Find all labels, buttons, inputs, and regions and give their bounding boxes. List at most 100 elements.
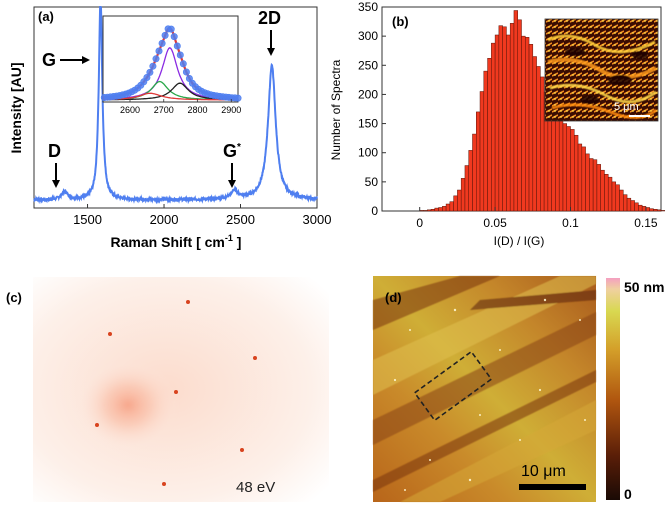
- afm-colorbar: [606, 278, 620, 500]
- histogram-bar: [457, 189, 462, 212]
- raman-x-tick-label: 2500: [226, 212, 255, 227]
- raman-map-scale-label: 5 μm: [614, 101, 639, 113]
- histogram-bar: [619, 189, 624, 212]
- raman-x-axis-label: Raman Shift [ cm-1 ]: [111, 233, 242, 250]
- histogram-x-tick-label: 0.05: [483, 216, 507, 230]
- histogram-bar: [615, 184, 620, 212]
- histogram-y-tick-label: 0: [371, 204, 378, 218]
- colorbar-bottom-label: 0: [624, 486, 632, 502]
- histogram-bar: [551, 110, 556, 212]
- histogram-bar: [592, 159, 598, 212]
- inset-fit-component: [103, 92, 238, 101]
- histogram-bar: [449, 201, 454, 212]
- peak-label-g: G: [42, 50, 56, 70]
- histogram-bar: [555, 114, 560, 212]
- panel-b-tag: (b): [392, 14, 409, 29]
- histogram-bar: [649, 208, 654, 212]
- histogram-x-tick-label: 0.15: [634, 216, 658, 230]
- histogram-bar: [434, 207, 439, 212]
- histogram-bar: [656, 209, 662, 212]
- histogram-bar: [589, 158, 594, 212]
- histogram-bar: [577, 143, 583, 212]
- histogram-bar: [623, 194, 628, 212]
- peak-label-d: D: [48, 141, 61, 161]
- leed-spot: [253, 356, 257, 360]
- inset-data-point: [179, 60, 187, 68]
- raman-y-axis-label: Intensity [AU]: [8, 63, 24, 154]
- raman-spectrum-panel: 1500 2000 2500 3000 (a) Intensity [AU] Rama…: [8, 6, 331, 250]
- inset-x-tick-label: 2700: [154, 105, 174, 115]
- histogram-bar: [494, 34, 500, 212]
- inset-data-point: [146, 68, 154, 76]
- raman-map-inset: 5 μm: [544, 18, 659, 122]
- inset-data-point: [143, 74, 151, 82]
- arrow-g: [60, 56, 90, 64]
- inset-data-point: [158, 39, 166, 47]
- histogram-bar: [430, 209, 436, 212]
- leed-pattern-panel: (c) 48 eV: [6, 277, 329, 502]
- raman-plot-frame: [33, 6, 318, 209]
- histogram-bar: [483, 70, 488, 212]
- arrow-g-star: [228, 163, 236, 188]
- histogram-bar: [468, 150, 473, 212]
- leed-spot: [162, 482, 166, 486]
- histogram-bar: [641, 206, 647, 212]
- inset-data-markers: [100, 25, 242, 102]
- histogram-bar: [611, 181, 617, 212]
- histogram-bar: [442, 206, 447, 212]
- histogram-bar: [600, 169, 605, 212]
- histogram-bar: [638, 204, 643, 212]
- histogram-y-tick-label: 150: [358, 117, 378, 131]
- leed-spot: [108, 332, 112, 336]
- leed-energy-label: 48 eV: [236, 479, 275, 496]
- histogram-bar: [419, 210, 424, 212]
- histogram-bar: [472, 133, 477, 212]
- histogram-bars: [419, 10, 666, 212]
- histogram-bar: [491, 42, 496, 212]
- histogram-bar: [487, 58, 492, 212]
- inset-data-point: [234, 94, 242, 102]
- histogram-bar: [660, 210, 666, 212]
- histogram-bar: [513, 10, 518, 212]
- histogram-bar: [423, 210, 428, 212]
- histogram-bar: [626, 197, 632, 212]
- afm-scalebar-label: 10 μm: [521, 463, 566, 480]
- histogram-bar: [607, 176, 613, 212]
- histogram-y-tick-label: 300: [358, 29, 378, 43]
- inset-data-point: [167, 25, 175, 33]
- leed-spot: [240, 448, 244, 452]
- histogram-bar: [479, 91, 485, 212]
- histogram-bar: [476, 111, 481, 212]
- afm-highlight-box: [413, 350, 493, 422]
- histogram-bar: [464, 165, 469, 212]
- histogram-bar: [426, 209, 432, 212]
- histogram-x-tick-label: 0.1: [562, 216, 579, 230]
- histogram-bar: [453, 195, 458, 212]
- histogram-bar: [585, 153, 590, 212]
- histogram-bar: [521, 35, 526, 212]
- leed-diffraction-spots: [95, 300, 257, 486]
- inset-data-point: [152, 55, 160, 63]
- inset-data-point: [176, 51, 184, 59]
- histogram-y-tick-label: 100: [358, 146, 378, 160]
- leed-background: [33, 277, 329, 502]
- histogram-bar: [525, 37, 530, 212]
- leed-spot: [95, 423, 99, 427]
- histogram-bar: [596, 164, 601, 212]
- raman-x-tick-label: 3000: [303, 212, 332, 227]
- histogram-bar: [653, 209, 658, 212]
- histogram-bar: [445, 203, 451, 212]
- inset-x-tick-label: 2600: [120, 105, 140, 115]
- panel-d-tag: (d): [385, 290, 402, 305]
- leed-spot: [186, 300, 190, 304]
- inset-data-point: [170, 33, 178, 41]
- histogram-x-axis-label: I(D) / I(G): [494, 234, 545, 248]
- raman-x-ticks: 1500 2000 2500 3000: [73, 204, 331, 227]
- inset-data-point: [173, 42, 181, 50]
- histogram-x-tick-label: 0: [416, 216, 423, 230]
- histogram-bar: [532, 56, 537, 212]
- histogram-bar: [574, 134, 579, 212]
- histogram-bar: [558, 118, 564, 212]
- inset-x-ticks: 2600 2700 2800 2900: [120, 99, 241, 115]
- histogram-y-tick-label: 200: [358, 87, 378, 101]
